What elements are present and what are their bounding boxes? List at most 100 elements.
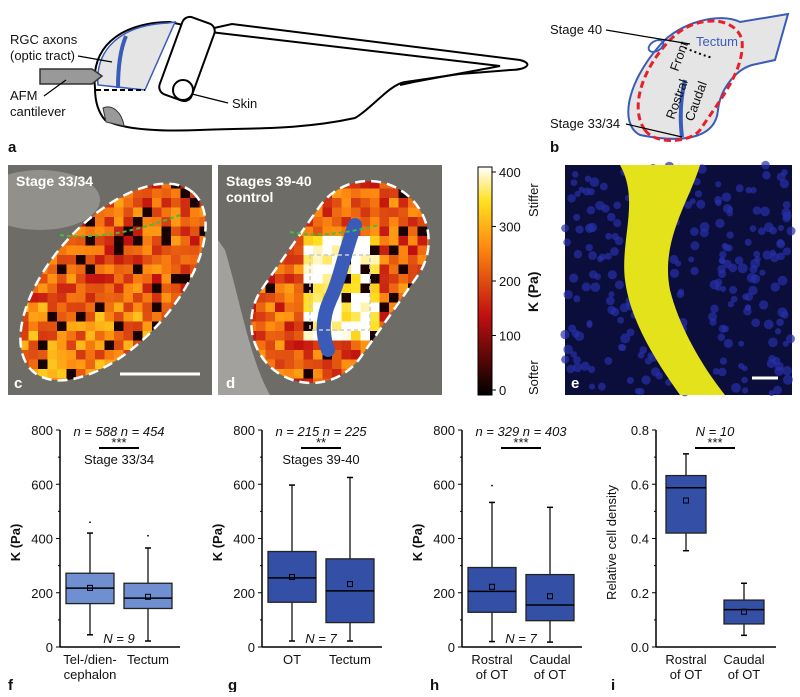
heatmap-cell bbox=[379, 255, 390, 265]
heatmap-cell bbox=[133, 245, 143, 256]
heatmap-cell bbox=[114, 264, 124, 275]
heatmap-cell bbox=[341, 198, 352, 208]
nucleus bbox=[759, 269, 766, 276]
heatmap-cell bbox=[124, 398, 134, 408]
heatmap-cell bbox=[332, 236, 342, 246]
heatmap-cell bbox=[76, 274, 86, 284]
nucleus bbox=[597, 382, 606, 391]
heatmap-cell bbox=[303, 245, 314, 256]
heatmap-cell bbox=[95, 340, 105, 351]
nucleus bbox=[613, 201, 622, 210]
heatmap-cell bbox=[389, 398, 399, 408]
heatmap-cell bbox=[85, 236, 96, 246]
axon-bundle bbox=[620, 165, 725, 395]
heatmap-cell bbox=[398, 255, 409, 265]
heatmap-cell bbox=[247, 398, 257, 408]
heatmap-cell bbox=[284, 264, 295, 275]
heatmap-cell bbox=[284, 245, 295, 256]
heatmap-cell bbox=[351, 321, 361, 332]
heatmap-cell bbox=[370, 283, 380, 294]
nucleus bbox=[694, 190, 703, 198]
heatmap-cell bbox=[66, 350, 77, 360]
heatmap-cell bbox=[370, 302, 380, 313]
heatmap-cell bbox=[133, 398, 143, 408]
nucleus bbox=[614, 280, 624, 290]
heatmap-cell bbox=[379, 302, 390, 313]
x-tick-label: Tectum bbox=[127, 652, 169, 667]
heatmap-cell bbox=[114, 350, 124, 360]
heatmap-cell bbox=[361, 398, 371, 408]
heatmap-cell bbox=[47, 255, 58, 265]
heatmap-cell bbox=[142, 274, 153, 284]
heatmap-cell bbox=[152, 245, 162, 256]
nucleus bbox=[752, 206, 762, 215]
heatmap-cell bbox=[360, 321, 371, 332]
nucleus bbox=[734, 256, 744, 265]
heatmap-cell bbox=[313, 350, 323, 360]
heatmap-cell bbox=[408, 198, 418, 208]
heatmap-cell bbox=[123, 340, 134, 351]
heatmap-cell bbox=[171, 188, 181, 199]
nucleus bbox=[753, 250, 761, 258]
heatmap-cell bbox=[379, 198, 390, 208]
heatmap-cell bbox=[85, 302, 96, 313]
heatmap-cell bbox=[323, 398, 333, 408]
nucleus bbox=[688, 256, 695, 263]
heatmap-cell bbox=[85, 312, 96, 322]
heatmap-cell bbox=[284, 321, 295, 332]
heatmap-cell bbox=[275, 293, 285, 303]
heatmap-cell bbox=[85, 217, 96, 227]
heatmap-cell bbox=[95, 302, 105, 313]
heatmap-cell bbox=[370, 264, 380, 275]
nucleus bbox=[684, 201, 692, 209]
heatmap-cell bbox=[114, 331, 124, 341]
heatmap-cell bbox=[351, 302, 361, 313]
heatmap-cell bbox=[408, 274, 418, 284]
heatmap-cell bbox=[303, 359, 314, 370]
heatmap-cell bbox=[265, 331, 276, 341]
stage-outline-red bbox=[636, 19, 744, 142]
heatmap-cell bbox=[446, 189, 456, 199]
panel-label-i: i bbox=[611, 677, 615, 692]
nucleus bbox=[644, 357, 652, 365]
heatmap-cell bbox=[76, 321, 86, 332]
heatmap-cell bbox=[446, 217, 456, 227]
heatmap-cell bbox=[332, 226, 342, 237]
heatmap-cell bbox=[332, 340, 342, 351]
heatmap-cell bbox=[66, 369, 77, 379]
nucleus bbox=[750, 186, 757, 194]
heatmap-cell bbox=[19, 321, 29, 332]
eye-cement-gland bbox=[102, 106, 125, 127]
heatmap-cell bbox=[142, 217, 153, 227]
nucleus bbox=[580, 361, 590, 371]
heatmap-cell bbox=[332, 321, 342, 332]
heatmap-cell bbox=[152, 188, 162, 199]
heatmap-cell bbox=[66, 283, 77, 294]
nucleus bbox=[596, 255, 604, 263]
nucleus bbox=[773, 385, 783, 395]
x-tick-label: Caudal bbox=[529, 652, 570, 667]
heatmap-cell bbox=[85, 331, 96, 341]
nucleus bbox=[781, 207, 791, 218]
heatmap-cell bbox=[114, 217, 124, 227]
nucleus bbox=[749, 265, 758, 274]
mean-marker bbox=[289, 574, 295, 581]
heatmap-cell bbox=[38, 293, 48, 303]
heatmap-cell bbox=[19, 312, 29, 322]
heatmap-cell bbox=[133, 198, 143, 208]
heatmap-cell bbox=[104, 217, 115, 227]
nucleus bbox=[738, 340, 745, 347]
heatmap-cell bbox=[95, 226, 105, 237]
heatmap-cell bbox=[162, 398, 172, 408]
heatmap-cell bbox=[142, 255, 153, 265]
heatmap-cell bbox=[152, 274, 162, 284]
mean-marker bbox=[347, 581, 353, 588]
heatmap-cell bbox=[322, 264, 333, 275]
heatmap-cell bbox=[379, 179, 390, 189]
nucleus bbox=[746, 272, 757, 283]
heatmap-cell bbox=[284, 293, 295, 303]
eye-outline bbox=[647, 39, 665, 53]
panel-label-e: e bbox=[571, 375, 579, 392]
label-skin: Skin bbox=[232, 96, 257, 111]
heatmap-cell bbox=[275, 283, 285, 294]
